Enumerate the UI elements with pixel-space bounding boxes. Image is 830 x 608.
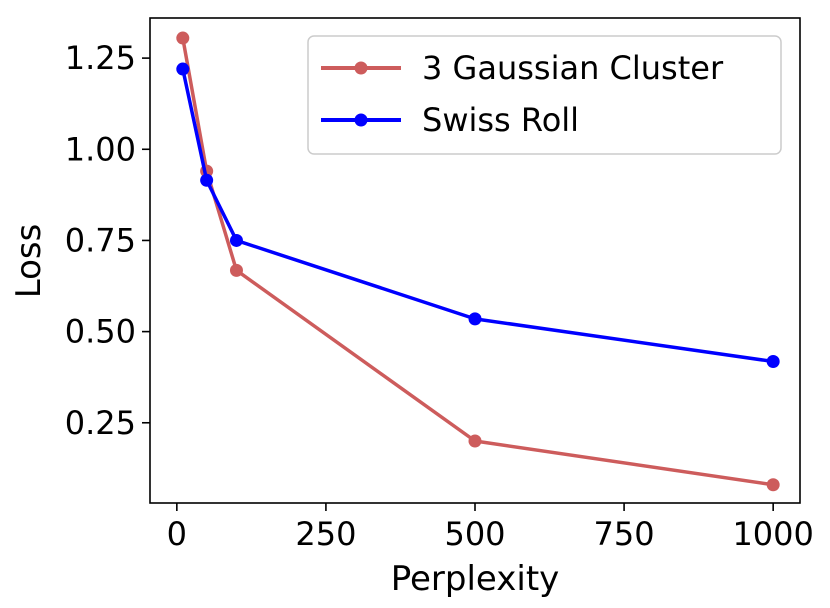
y-tick-label: 0.50 [65, 313, 136, 351]
legend-entry-swiss-roll: Swiss Roll [321, 101, 579, 139]
legend: 3 Gaussian Cluster Swiss Roll [307, 35, 782, 155]
data-point-3-gaussian-cluster [229, 263, 243, 277]
data-point-swiss-roll [229, 233, 243, 247]
legend-marker-swiss-roll [354, 113, 368, 127]
x-tick-label: 1000 [732, 515, 813, 553]
data-point-swiss-roll [468, 312, 482, 326]
x-axis-label: Perplexity [391, 559, 560, 599]
x-tick-label: 0 [167, 515, 187, 553]
legend-marker-gaussian [354, 61, 368, 75]
y-axis-ticks: 0.25 0.50 0.75 1.00 1.25 [65, 39, 150, 442]
y-tick-label: 1.00 [65, 130, 136, 168]
x-tick-label: 500 [444, 515, 505, 553]
legend-box [307, 35, 782, 155]
data-point-3-gaussian-cluster [766, 478, 780, 492]
x-tick-label: 750 [594, 515, 655, 553]
legend-label-gaussian: 3 Gaussian Cluster [422, 49, 724, 87]
legend-label-swiss-roll: Swiss Roll [422, 101, 579, 139]
x-tick-label: 250 [295, 515, 356, 553]
data-point-3-gaussian-cluster [468, 434, 482, 448]
data-point-swiss-roll [766, 355, 780, 369]
y-axis-label: Loss [9, 224, 49, 299]
y-tick-label: 1.25 [65, 39, 136, 77]
y-tick-label: 0.75 [65, 221, 136, 259]
y-tick-label: 0.25 [65, 404, 136, 442]
x-axis-ticks: 0 250 500 750 1000 [167, 503, 814, 553]
data-point-swiss-roll [176, 62, 190, 76]
legend-entry-gaussian: 3 Gaussian Cluster [321, 49, 724, 87]
plot-frame [149, 17, 801, 504]
data-point-swiss-roll [200, 173, 214, 187]
data-point-3-gaussian-cluster [176, 31, 190, 45]
plot-series [176, 31, 780, 492]
